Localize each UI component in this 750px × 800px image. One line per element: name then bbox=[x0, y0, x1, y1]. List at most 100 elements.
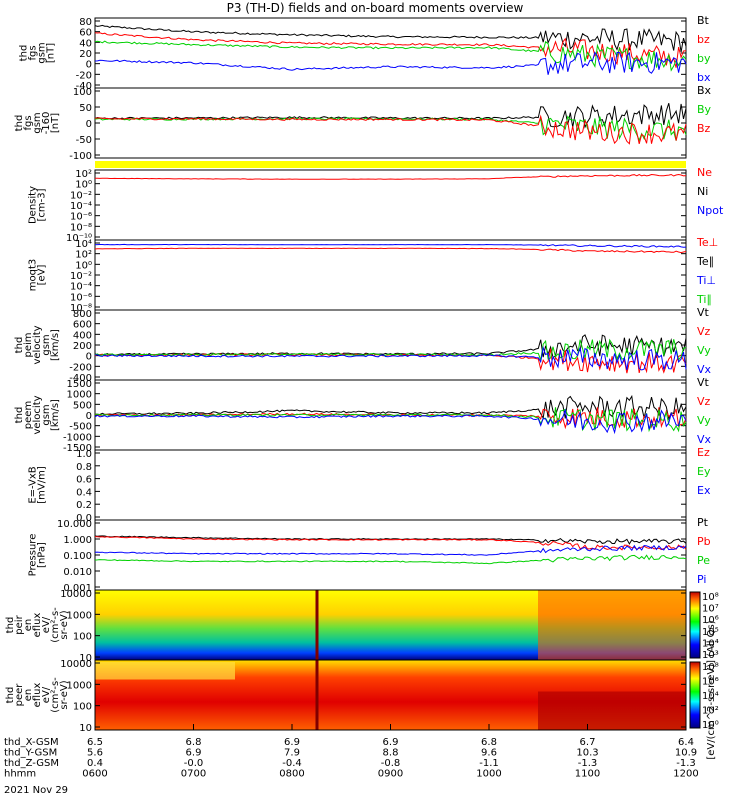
y-tick-label: 0.2 bbox=[76, 500, 92, 511]
y-axis-label: E=-VxB bbox=[28, 466, 39, 503]
y-axis-label: eV/ bbox=[41, 686, 52, 703]
y-tick-label: -100 bbox=[69, 151, 92, 162]
legend-entry: Te∥ bbox=[696, 255, 714, 268]
legend-entry: Ex bbox=[697, 484, 711, 497]
y-tick-label: 0.010 bbox=[63, 567, 92, 578]
y-tick-label: 10⁻⁸ bbox=[70, 222, 92, 233]
legend-entry: Bz bbox=[697, 122, 711, 135]
colorbar-tick-label: 10⁸ bbox=[702, 592, 719, 603]
y-axis-label: [nT] bbox=[50, 113, 61, 133]
y-tick-label: 10000 bbox=[60, 659, 92, 670]
legend-entry: Pi bbox=[697, 573, 706, 586]
y-axis-label: [mV/m] bbox=[37, 466, 48, 504]
series-Pb bbox=[94, 536, 687, 551]
y-tick-label: 1.000 bbox=[63, 535, 92, 546]
colorbar-tick-label: 10⁰ bbox=[702, 720, 719, 731]
x-tick-value: 6.5 bbox=[87, 737, 103, 748]
series-By bbox=[94, 115, 687, 142]
y-tick-label: 400 bbox=[73, 330, 92, 341]
x-tick-value: 1200 bbox=[673, 769, 698, 780]
y-tick-label: 10⁻⁴ bbox=[70, 282, 92, 293]
y-axis-label: thd bbox=[14, 115, 25, 132]
colorbar-label: [eV/(cm^2-s-sr-eV)] (All Qs) bbox=[706, 620, 717, 759]
y-axis-label: en bbox=[23, 619, 34, 632]
y-axis-label: [nT] bbox=[46, 43, 57, 63]
y-tick-label: 1000 bbox=[67, 390, 92, 401]
y-tick-label: 50 bbox=[79, 103, 92, 114]
series-by bbox=[94, 40, 687, 72]
y-tick-label: 0 bbox=[86, 411, 92, 422]
x-tick-value: 1100 bbox=[575, 769, 600, 780]
y-axis-label: fgs bbox=[23, 115, 34, 130]
y-tick-label: 100 bbox=[73, 87, 92, 98]
x-tick-value: 10.3 bbox=[576, 748, 598, 759]
legend-entry: Vt bbox=[697, 306, 710, 319]
date-label: 2021 Nov 29 bbox=[4, 785, 68, 796]
y-tick-label: 10² bbox=[75, 169, 92, 180]
colorbar-tick-label: 10³ bbox=[702, 650, 719, 661]
legend-entry: Vt bbox=[697, 376, 710, 389]
y-axis-label: en bbox=[23, 689, 34, 702]
y-axis-label: velocity bbox=[32, 325, 43, 364]
legend-entry: Vx bbox=[697, 433, 712, 446]
y-tick-label: 10⁰ bbox=[75, 260, 92, 271]
x-row-label: hhmm bbox=[4, 769, 36, 780]
y-tick-label: 10⁻⁶ bbox=[70, 212, 92, 223]
legend-entry: By bbox=[697, 103, 712, 116]
panel-frame bbox=[94, 87, 687, 159]
y-axis-label: gsm bbox=[37, 42, 48, 63]
y-tick-label: 100 bbox=[73, 702, 92, 713]
colorbar-tick-label: 10⁸ bbox=[702, 662, 719, 673]
y-tick-label: 1000 bbox=[67, 610, 92, 621]
x-tick-value: 6.9 bbox=[186, 748, 202, 759]
y-axis-label: thd bbox=[14, 407, 25, 424]
x-tick-value: -0.0 bbox=[184, 758, 204, 769]
series-Vx bbox=[94, 345, 687, 371]
legend-entry: Ne bbox=[697, 166, 712, 179]
y-tick-label: -200 bbox=[69, 362, 92, 373]
x-tick-value: 0700 bbox=[181, 769, 206, 780]
panel-frame bbox=[94, 309, 687, 381]
y-tick-label: 10 bbox=[79, 653, 92, 664]
y-axis-label: moqt3 bbox=[28, 259, 39, 292]
y-axis-label: (cm²-s- bbox=[50, 607, 61, 643]
series-Bx bbox=[94, 103, 687, 129]
x-tick-value: 9.6 bbox=[481, 748, 497, 759]
x-tick-value: 7.9 bbox=[284, 748, 300, 759]
quality-flag-bar bbox=[95, 161, 686, 168]
spectrogram-region bbox=[95, 662, 235, 680]
y-tick-label: 100 bbox=[73, 632, 92, 643]
y-axis-label: thd bbox=[14, 337, 25, 354]
y-axis-label: peir bbox=[14, 614, 25, 634]
y-tick-label: 600 bbox=[73, 320, 92, 331]
series-Ti⊥ bbox=[94, 243, 687, 248]
y-tick-label: 10⁻² bbox=[70, 271, 92, 282]
x-tick-value: 6.8 bbox=[186, 737, 202, 748]
y-axis-label: thd bbox=[5, 687, 16, 704]
y-axis-label: thd bbox=[19, 45, 30, 62]
y-tick-label: -40 bbox=[76, 81, 92, 92]
legend-entry: Ez bbox=[697, 446, 710, 459]
x-tick-value: 6.8 bbox=[481, 737, 497, 748]
y-tick-label: -20 bbox=[76, 70, 92, 81]
y-tick-label: 0.001 bbox=[63, 583, 92, 594]
spectrogram-region bbox=[538, 691, 686, 730]
y-axis-label: peem bbox=[23, 401, 34, 429]
y-axis-label: [eV] bbox=[37, 265, 48, 286]
x-row-label: thd_Y-GSM bbox=[4, 748, 57, 759]
y-axis-label: fgs bbox=[28, 45, 39, 60]
y-axis-label: eflux bbox=[32, 613, 43, 638]
legend-entry: Ti∥ bbox=[696, 293, 712, 306]
colorbar-tick-label: 10⁶ bbox=[702, 615, 719, 626]
x-tick-value: 0600 bbox=[82, 769, 107, 780]
y-axis-label: thd bbox=[5, 617, 16, 634]
panel-frame bbox=[94, 449, 687, 521]
legend-entry: by bbox=[697, 52, 711, 65]
legend-entry: Bx bbox=[697, 84, 712, 97]
series-Pi bbox=[94, 544, 687, 556]
x-tick-value: 6.4 bbox=[678, 737, 694, 748]
legend-entry: Bt bbox=[697, 14, 710, 27]
